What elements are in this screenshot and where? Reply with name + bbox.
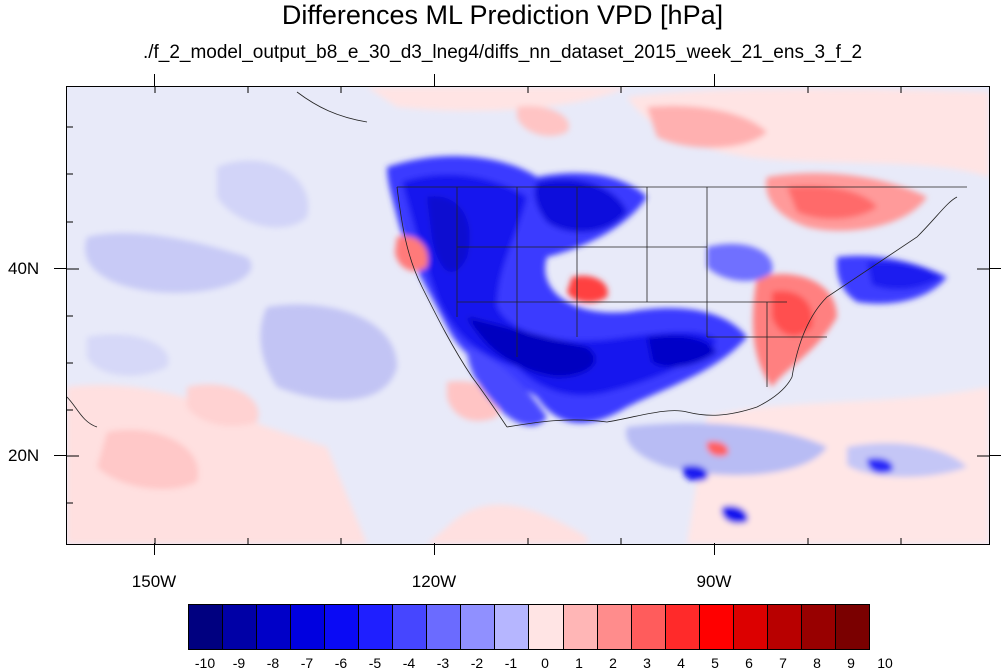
colorbar-swatch xyxy=(699,605,734,649)
lat-label-20n: 20N xyxy=(8,446,40,465)
map-panel xyxy=(66,86,990,545)
colorbar-swatch xyxy=(529,605,564,649)
colorbar-tick-label: 2 xyxy=(609,655,617,671)
colorbar-tick-label: 9 xyxy=(847,655,855,671)
lat-tick-20n xyxy=(54,455,66,456)
plot-title: Differences ML Prediction VPD [hPa] xyxy=(281,0,724,30)
colorbar-tick-label: -2 xyxy=(470,655,484,671)
colorbar-tick-label: 5 xyxy=(711,655,719,671)
lon-tick-150w xyxy=(154,543,155,555)
colorbar-tick-label: -6 xyxy=(334,655,348,671)
colorbar-tick-label: -8 xyxy=(266,655,280,671)
colorbar-tick-label: 4 xyxy=(677,655,685,671)
colorbar-swatch xyxy=(461,605,496,649)
colorbar-swatch xyxy=(325,605,360,649)
colorbar-swatch xyxy=(835,605,869,649)
colorbar-tick-label: -9 xyxy=(232,655,246,671)
colorbar-tick-label: 6 xyxy=(745,655,753,671)
colorbar-tick-label: -4 xyxy=(402,655,416,671)
colorbar-tick-label: 7 xyxy=(779,655,787,671)
colorbar-tick-label: -7 xyxy=(300,655,314,671)
coastline-outlines xyxy=(67,91,967,428)
colorbar-swatch xyxy=(393,605,428,649)
colorbar-swatch xyxy=(257,605,292,649)
lon-tick-top-120w xyxy=(434,74,435,86)
colorbar-tick-label: 10 xyxy=(877,655,893,671)
colorbar-swatch xyxy=(291,605,326,649)
lon-tick-top-150w xyxy=(154,74,155,86)
lon-label-150w: 150W xyxy=(131,572,177,591)
colorbar-swatch xyxy=(631,605,666,649)
colorbar-swatch xyxy=(495,605,530,649)
vpd-difference-field xyxy=(67,87,989,544)
colorbar-swatch xyxy=(597,605,632,649)
colorbar-tick-label: -1 xyxy=(504,655,518,671)
lon-tick-120w xyxy=(434,543,435,555)
colorbar-tick-label: 3 xyxy=(643,655,651,671)
lat-tick-right-20n xyxy=(989,455,1001,456)
colorbar-tick-label: 0 xyxy=(541,655,549,671)
colorbar-swatch xyxy=(563,605,598,649)
colorbar-swatch xyxy=(427,605,462,649)
colorbar-tick-label: 1 xyxy=(575,655,583,671)
lat-tick-40n xyxy=(54,268,66,269)
colorbar-tick-label: -10 xyxy=(194,655,216,671)
lat-label-40n: 40N xyxy=(8,259,40,278)
lon-tick-90w xyxy=(714,543,715,555)
colorbar-swatch xyxy=(665,605,700,649)
colorbar xyxy=(188,604,870,650)
colorbar-swatch xyxy=(189,605,224,649)
colorbar-swatch xyxy=(733,605,768,649)
contour-fill xyxy=(67,87,989,544)
colorbar-tick-label: 8 xyxy=(813,655,821,671)
map-frame-ticks xyxy=(67,87,989,544)
colorbar-swatch xyxy=(223,605,258,649)
colorbar-swatch xyxy=(801,605,836,649)
colorbar-tick-label: -5 xyxy=(368,655,382,671)
plot-subtitle: ./f_2_model_output_b8_e_30_d3_lneg4/diff… xyxy=(142,42,863,63)
lon-label-90w: 90W xyxy=(696,572,732,591)
lon-tick-top-90w xyxy=(714,74,715,86)
lat-tick-right-40n xyxy=(989,268,1001,269)
colorbar-tick-label: -3 xyxy=(436,655,450,671)
colorbar-swatch xyxy=(767,605,802,649)
lon-label-120w: 120W xyxy=(411,572,457,591)
colorbar-swatch xyxy=(359,605,394,649)
